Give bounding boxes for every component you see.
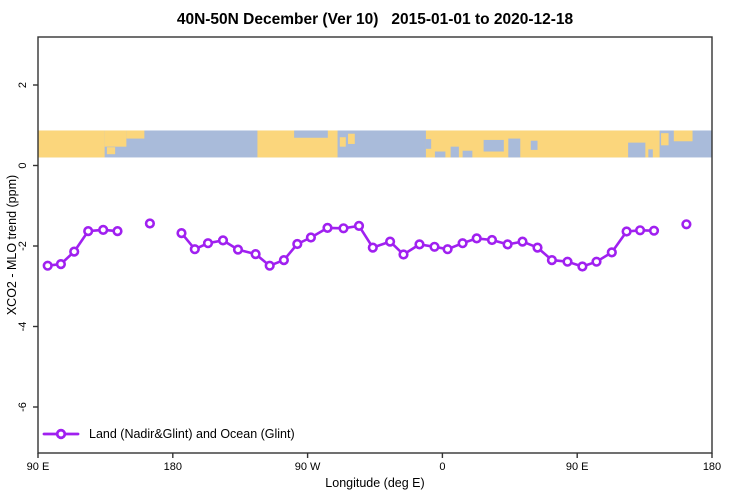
x-tick-label: 90 W bbox=[295, 461, 321, 473]
data-point bbox=[112, 226, 123, 237]
data-point bbox=[398, 249, 409, 260]
map-band-ocean-patch bbox=[434, 151, 446, 158]
data-point bbox=[189, 244, 200, 255]
data-point bbox=[264, 260, 275, 271]
data-point bbox=[621, 226, 632, 237]
map-band-ocean-patch bbox=[462, 150, 473, 158]
x-tick-label: 180 bbox=[164, 461, 182, 473]
y-tick-label: -4 bbox=[17, 322, 29, 332]
y-axis-title: XCO2 - MLO trend (ppm) bbox=[5, 174, 19, 316]
map-band-land bbox=[348, 133, 355, 144]
legend: Land (Nadir&Glint) and Ocean (Glint) bbox=[42, 427, 295, 441]
data-point bbox=[144, 218, 155, 229]
data-point bbox=[546, 255, 558, 266]
map-band-ocean-patch bbox=[648, 149, 653, 158]
data-point bbox=[83, 226, 94, 237]
data-point bbox=[338, 223, 349, 234]
data-point bbox=[217, 235, 229, 246]
x-axis-title: Longitude (deg E) bbox=[325, 476, 425, 490]
map-band-land bbox=[126, 130, 145, 139]
x-tick-label: 180 bbox=[703, 461, 721, 473]
map-band-land bbox=[339, 137, 346, 147]
map-band-land bbox=[106, 147, 116, 155]
data-point bbox=[385, 236, 396, 247]
data-point bbox=[591, 256, 602, 267]
data-point bbox=[429, 241, 440, 252]
data-point bbox=[517, 236, 528, 247]
data-point bbox=[681, 219, 692, 230]
map-band-land bbox=[104, 130, 127, 147]
x-tick-label: 0 bbox=[439, 461, 445, 473]
map-band-ocean-patch bbox=[628, 142, 646, 158]
data-point bbox=[250, 249, 261, 260]
y-axis: 2 0 -2 -4 -6 bbox=[17, 82, 38, 412]
data-point bbox=[278, 255, 290, 266]
data-point bbox=[322, 222, 333, 233]
map-band-land bbox=[673, 130, 693, 142]
map-band-land bbox=[661, 133, 669, 146]
data-point bbox=[532, 242, 543, 253]
data-point bbox=[98, 224, 109, 235]
data-point bbox=[577, 261, 588, 272]
data-point bbox=[471, 233, 482, 244]
data-point bbox=[55, 259, 67, 270]
map-band-ocean-patch bbox=[483, 139, 504, 152]
data-point bbox=[305, 232, 317, 243]
data-point bbox=[367, 242, 378, 253]
data-point bbox=[414, 239, 425, 250]
data-point bbox=[457, 238, 468, 249]
x-tick-label: 90 E bbox=[566, 461, 589, 473]
legend-label: Land (Nadir&Glint) and Ocean (Glint) bbox=[89, 427, 295, 441]
data-point bbox=[486, 234, 498, 246]
y-tick-label: 0 bbox=[17, 162, 29, 168]
data-point bbox=[176, 228, 187, 239]
data-point bbox=[292, 238, 303, 250]
map-band-ocean-patch bbox=[294, 130, 328, 138]
data-point bbox=[648, 225, 660, 236]
data-point bbox=[42, 260, 53, 271]
legend-marker-icon bbox=[42, 428, 80, 440]
data-point bbox=[202, 238, 214, 249]
data-point bbox=[353, 220, 365, 231]
y-tick-label: -2 bbox=[17, 241, 29, 251]
y-tick-label: -6 bbox=[17, 402, 29, 412]
map-band-ocean-patch bbox=[450, 146, 459, 158]
x-axis: 90 E 180 90 W 0 90 E 180 bbox=[27, 453, 721, 473]
data-point bbox=[69, 246, 80, 257]
map-band-land bbox=[38, 130, 105, 158]
data-series bbox=[42, 218, 692, 272]
data-point bbox=[502, 239, 513, 250]
legend-point-icon bbox=[55, 428, 67, 440]
data-point bbox=[562, 256, 573, 267]
data-point bbox=[634, 225, 646, 236]
map-band bbox=[38, 130, 712, 158]
map-band-ocean-patch bbox=[425, 139, 432, 149]
map-band-ocean-patch bbox=[530, 140, 538, 150]
map-band-land bbox=[425, 130, 660, 158]
y-tick-label: 2 bbox=[17, 82, 29, 88]
data-point bbox=[232, 244, 244, 255]
map-band-ocean-patch bbox=[508, 138, 521, 158]
chart-title: 40N-50N December (Ver 10) 2015-01-01 to … bbox=[176, 11, 574, 28]
data-point bbox=[606, 247, 617, 258]
plot-box bbox=[37, 36, 713, 454]
x-tick-label: 90 E bbox=[27, 461, 50, 473]
data-point bbox=[442, 244, 453, 255]
